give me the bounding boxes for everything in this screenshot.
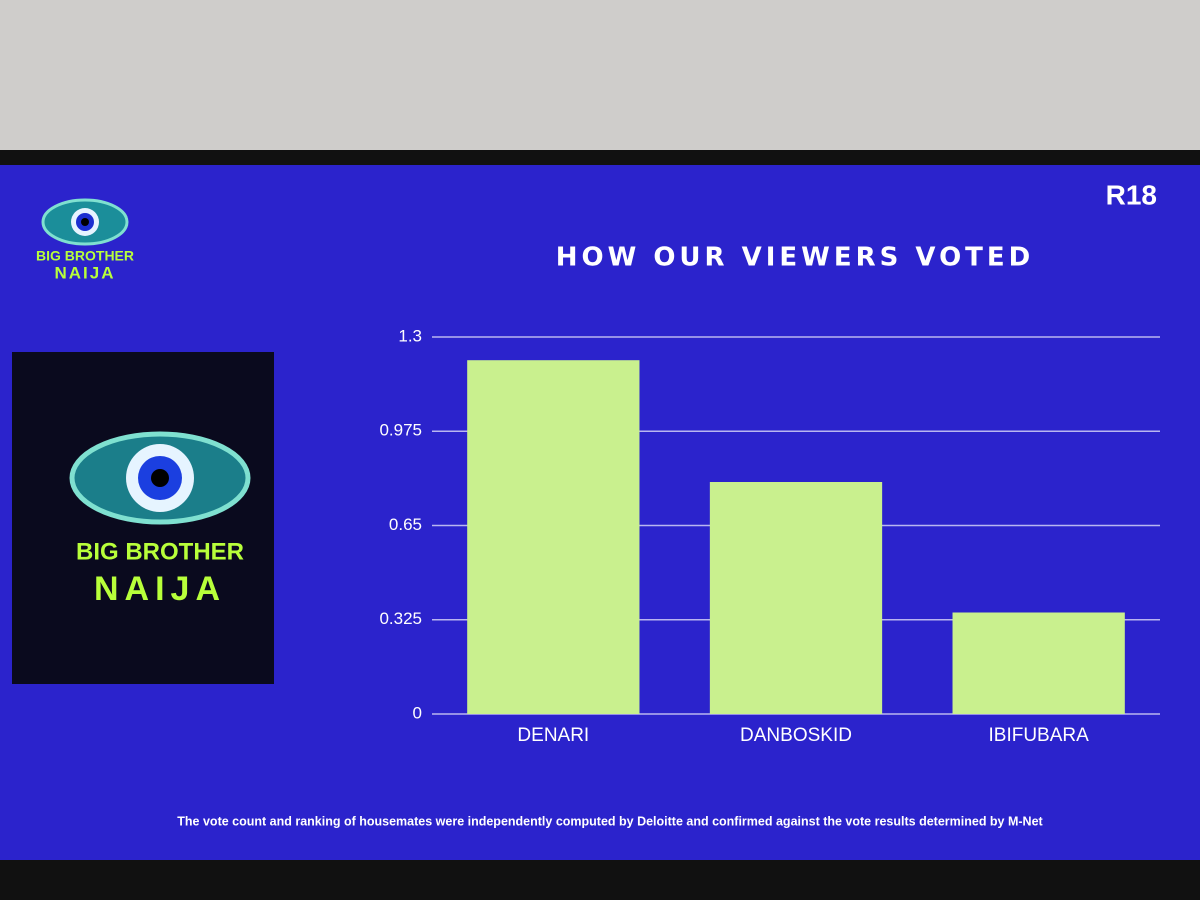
x-tick-label: DENARI (517, 725, 589, 746)
rating: R18 (1106, 179, 1157, 210)
x-tick-label: IBIFUBARA (989, 725, 1090, 746)
y-tick-label: 0.325 (379, 609, 422, 628)
chart-title: HOW OUR VIEWERS VOTED (556, 243, 1035, 273)
logo-large-line2: NAIJA (94, 570, 226, 608)
y-tick-label: 1.3 (398, 326, 422, 345)
bar (709, 482, 883, 714)
y-tick-label: 0.975 (379, 421, 422, 440)
wall (0, 0, 1200, 160)
y-tick-label: 0 (413, 703, 422, 722)
y-tick-label: 0.65 (389, 515, 422, 534)
logo-small (41, 198, 129, 246)
logo-small-line2: NAIJA (54, 263, 115, 282)
logo-large (69, 431, 251, 525)
bar (467, 360, 640, 714)
footnote: The vote count and ranking of housemates… (177, 814, 1043, 828)
bar (952, 612, 1125, 714)
logo-large-line1: BIG BROTHER (76, 538, 244, 565)
x-tick-label: DANBOSKID (740, 725, 852, 746)
logo-small-line1: BIG BROTHER (36, 248, 134, 264)
